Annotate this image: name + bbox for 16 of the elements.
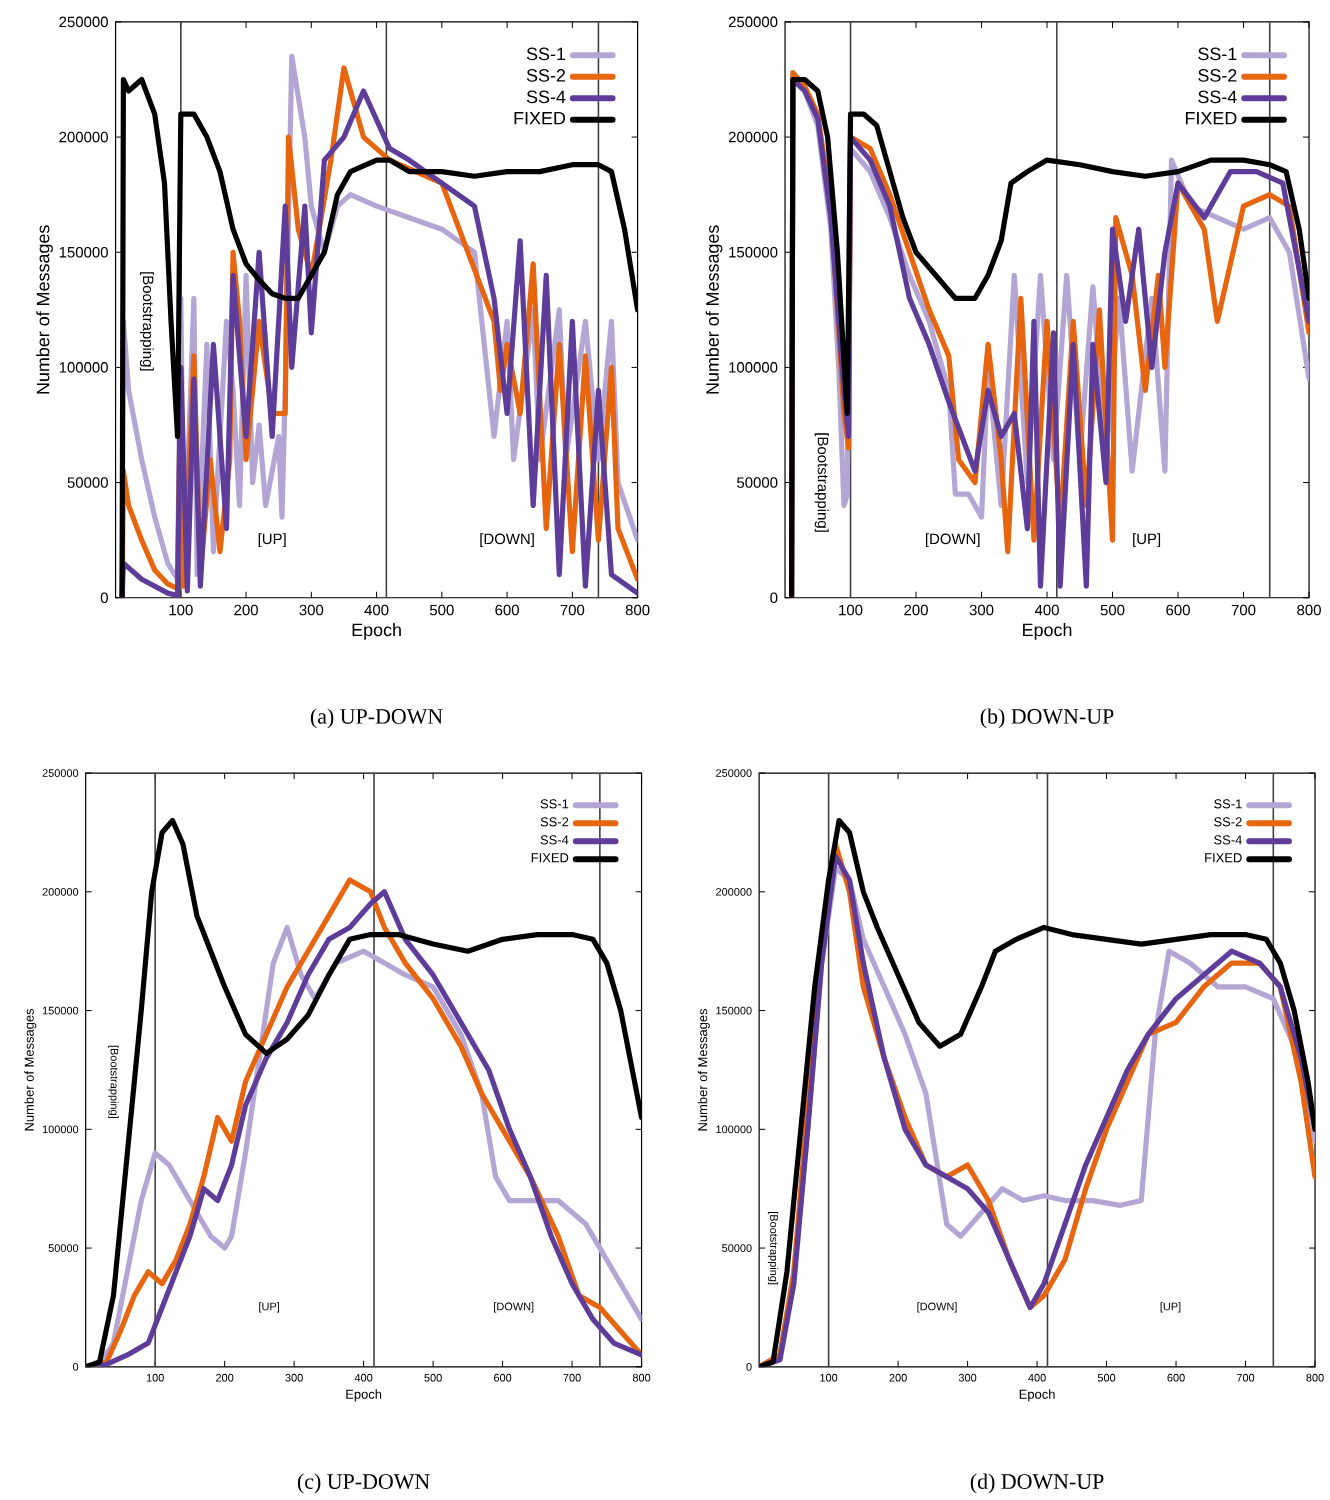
legend-label: SS-4 xyxy=(526,90,565,104)
text: (d) DOWN-UP xyxy=(970,1473,1104,1494)
legend-label: SS-4 xyxy=(1197,90,1237,104)
text: (a) UP-DOWN xyxy=(310,708,443,729)
text: (b) DOWN-UP xyxy=(980,708,1114,729)
x-axis-title: Epoch xyxy=(352,623,401,640)
legend-label: SS-1 xyxy=(526,47,565,61)
y-axis-title: Number of Messages xyxy=(35,225,53,394)
legend-label: SS-2 xyxy=(526,69,565,82)
y-axis-title: Number of Messages xyxy=(705,225,723,394)
legend-label: FIXED xyxy=(1185,112,1237,125)
legend-label: SS-1 xyxy=(1197,47,1237,61)
x-axis-title: Epoch xyxy=(1022,623,1071,640)
text: (c) UP-DOWN xyxy=(297,1473,430,1494)
legend-label: SS-2 xyxy=(1197,69,1236,82)
legend-label: FIXED xyxy=(514,112,565,125)
